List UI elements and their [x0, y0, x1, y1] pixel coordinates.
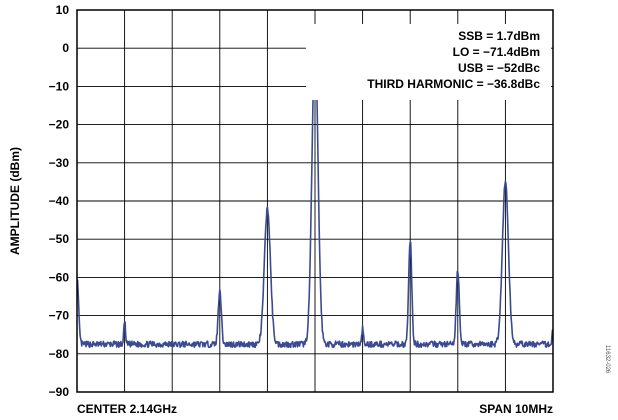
- annotation-box: [306, 24, 551, 100]
- y-tick-label: −90: [49, 385, 70, 399]
- y-tick-label: −50: [49, 232, 70, 246]
- y-tick-label: −30: [49, 156, 70, 170]
- annotation-ssb: SSB = 1.7dBm: [458, 29, 540, 43]
- y-tick-label: −60: [49, 270, 70, 284]
- y-tick-label: 10: [56, 3, 70, 17]
- annotation-third-harmonic: THIRD HARMONIC = −36.8dBc: [367, 77, 540, 91]
- x-label-span: SPAN 10MHz: [479, 402, 553, 416]
- y-tick-label: −40: [49, 194, 70, 208]
- y-axis-title: AMPLITUDE (dBm): [8, 147, 22, 255]
- y-tick-label: −20: [49, 118, 70, 132]
- y-tick-label: −70: [49, 309, 70, 323]
- y-tick-label: −10: [49, 79, 70, 93]
- y-tick-label: −80: [49, 347, 70, 361]
- y-tick-labels: 10 0 −10 −20 −30 −40 −50 −60 −70 −80 −90: [49, 3, 70, 399]
- annotation-usb: USB = −52dBc: [458, 61, 540, 75]
- x-label-center: CENTER 2.14GHz: [77, 402, 177, 416]
- figure-id: 11632-026: [604, 345, 610, 374]
- annotation-lo: LO = −71.4dBm: [453, 45, 540, 59]
- y-tick-label: 0: [62, 41, 69, 55]
- plot-frame: [76, 9, 554, 393]
